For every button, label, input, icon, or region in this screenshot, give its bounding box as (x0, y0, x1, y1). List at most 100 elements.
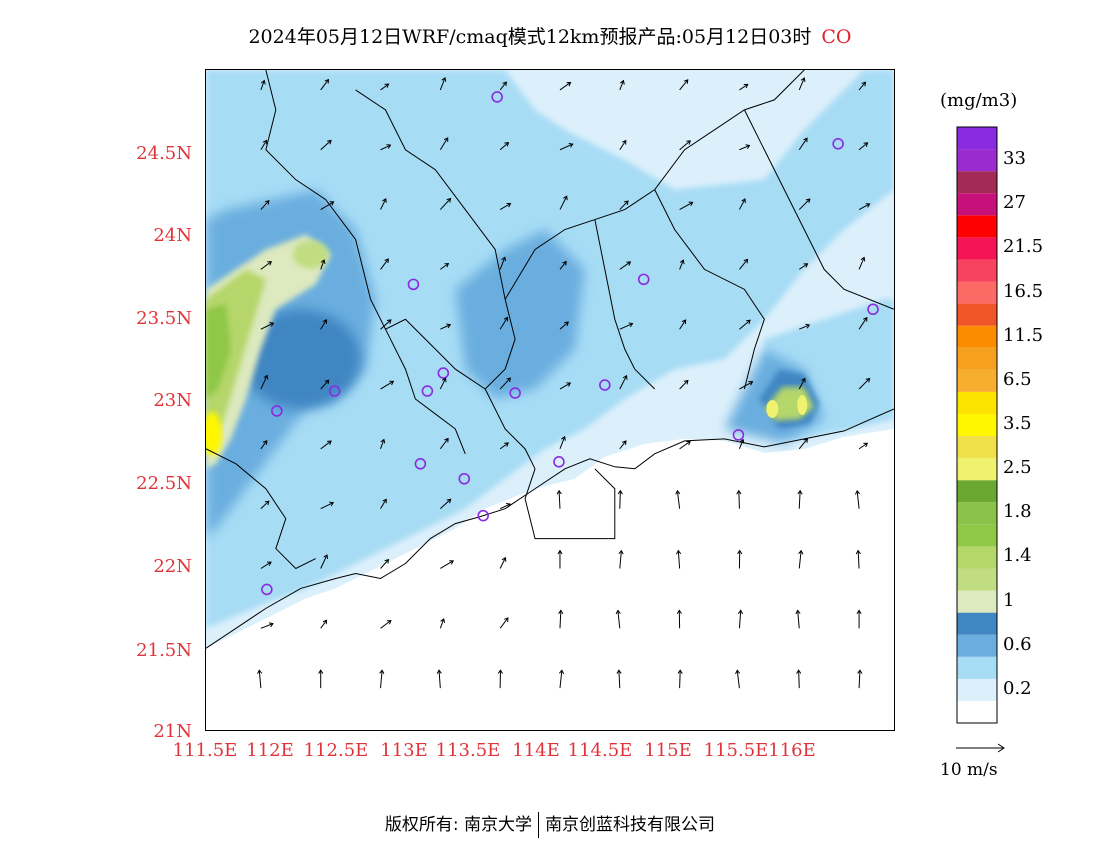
wind-arrow (739, 319, 751, 330)
wind-arrow (380, 258, 389, 270)
xtick-label: 116E (768, 740, 816, 761)
wind-arrow-head (446, 323, 452, 329)
wind-arrow-head (506, 377, 511, 383)
wind-arrow (260, 200, 270, 210)
wind-arrow-head (677, 669, 683, 674)
colorbar-label: 33 (1003, 148, 1026, 170)
wind-arrow (440, 560, 454, 569)
wind-arrow-head (679, 259, 685, 265)
wind-arrow (380, 198, 387, 210)
wind-arrow-head (558, 609, 564, 615)
wind-arrow-head (863, 316, 868, 322)
station-marker (271, 405, 283, 417)
wind-arrow-head (262, 139, 268, 145)
land-field-core (240, 309, 361, 409)
wind-arrow (739, 381, 753, 390)
wind-arrow (619, 140, 627, 151)
wind-arrow-head (386, 319, 392, 324)
wind-arrow (559, 382, 571, 390)
wind-arrow-head (803, 263, 809, 268)
wind-arrow-head (268, 622, 274, 628)
hotspot-west-core (206, 304, 231, 400)
wind-arrow-head (436, 669, 442, 675)
wind-arrow (739, 145, 750, 151)
wind-arrow-head (260, 79, 266, 85)
wind-arrow-head (568, 142, 574, 148)
wind-arrow (380, 319, 392, 330)
wind-arrow (798, 438, 808, 450)
colorbar-swatch (957, 524, 997, 547)
wind-arrow (380, 559, 389, 569)
wind-arrow-head (737, 549, 743, 555)
colorbar-frame (956, 126, 998, 724)
wind-arrow (856, 490, 860, 509)
wind-arrow-head (564, 321, 569, 326)
station-marker (458, 472, 471, 485)
wind-arrow (857, 550, 860, 569)
colorbar-swatch (957, 391, 997, 414)
ytick-label: 23N (153, 390, 192, 411)
wind-arrow-head (803, 438, 809, 443)
wind-arrow-head (686, 440, 691, 446)
wind-arrow (559, 321, 569, 330)
colorbar-swatch (957, 259, 997, 282)
wind-arrow (380, 439, 385, 450)
wind-arrow (260, 80, 265, 91)
wind-arrow (858, 670, 861, 689)
wind-arrow-head (382, 498, 387, 504)
wind-arrow-head (384, 83, 390, 88)
wind-arrow (679, 319, 687, 330)
wind-arrow (739, 259, 748, 270)
wind-reference-arrow (956, 743, 1005, 753)
wind-arrow (499, 257, 506, 270)
wind-arrow (260, 440, 268, 450)
wind-arrow-head (497, 669, 503, 674)
ytick-label: 22.5N (136, 473, 192, 494)
wind-arrow-head (860, 256, 866, 262)
wind-arrow-head (264, 200, 270, 205)
xtick-label: 114E (512, 740, 560, 761)
wind-arrow (679, 140, 691, 151)
wind-arrow (258, 670, 262, 689)
wind-arrow-head (324, 379, 330, 385)
wind-arrow-head (748, 381, 754, 386)
wind-arrow (619, 261, 631, 270)
wind-arrow-head (502, 81, 507, 87)
colorbar-swatch (957, 369, 997, 392)
ytick-label: 24N (153, 225, 192, 246)
wind-arrow (559, 143, 573, 151)
wind-arrow (679, 79, 689, 91)
wind-vectors (257, 77, 871, 689)
wind-arrow (798, 490, 801, 509)
wind-arrow (380, 83, 389, 91)
wind-arrow (439, 77, 446, 91)
wind-arrow-head (263, 374, 269, 380)
wind-arrow (320, 440, 332, 450)
xtick-label: 114.5E (567, 740, 633, 761)
wind-arrow (559, 670, 563, 689)
species-label: CO (821, 26, 852, 48)
colorbar-label: 27 (1003, 192, 1026, 214)
wind-arrow (679, 201, 693, 211)
wind-arrow-head (683, 79, 689, 84)
wind-arrow-head (379, 669, 385, 674)
wind-arrow-head (686, 140, 691, 145)
wind-arrow-head (803, 137, 808, 143)
wind-arrow (797, 610, 800, 629)
colorbar-swatch (957, 590, 997, 613)
colorbar-swatch (957, 149, 997, 172)
wind-arrow-head (262, 440, 268, 445)
wind-arrow (858, 378, 870, 390)
wind-arrow (558, 490, 561, 509)
wind-arrow (798, 670, 800, 689)
colorbar-swatch (957, 700, 997, 723)
wind-arrow (619, 550, 622, 569)
hotspot-west-peak (206, 411, 222, 456)
wind-arrow (499, 442, 509, 450)
wind-arrow-head (854, 489, 861, 495)
colorbar (956, 126, 998, 724)
ytick-label: 22N (153, 556, 192, 577)
xtick-label: 111.5E (172, 740, 238, 761)
wind-arrow (260, 261, 272, 270)
station-marker (732, 429, 745, 441)
